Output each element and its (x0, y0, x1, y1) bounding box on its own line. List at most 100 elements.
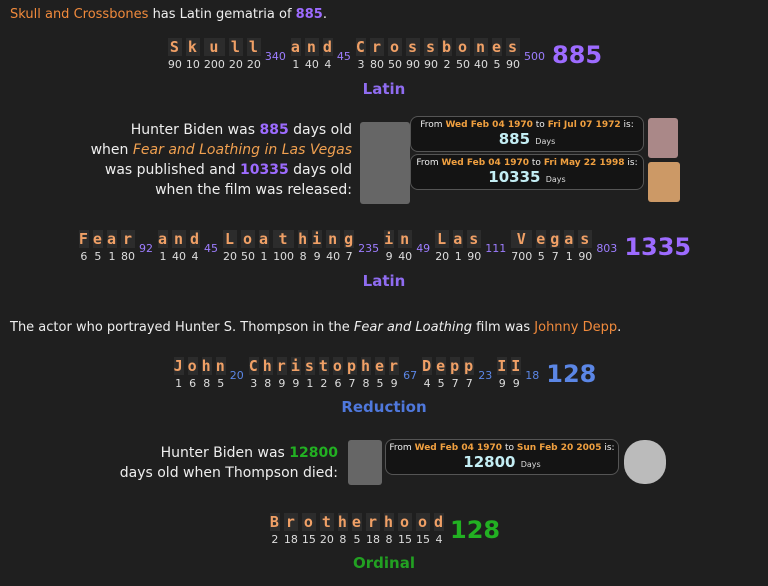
letter-char: F (78, 230, 89, 248)
letter-char: r (369, 38, 384, 56)
letter-char: i (290, 357, 301, 375)
letter-value: 1 (159, 250, 167, 263)
letter-value: 90 (506, 58, 521, 71)
letter: s 90 (422, 38, 440, 71)
letter-char: I (511, 357, 522, 375)
letter: L 20 (221, 230, 239, 263)
letter-char: C (248, 357, 259, 375)
date: Fri Jul 07 1972 (547, 120, 621, 130)
letter-char: t (318, 357, 329, 375)
letter-char: t (273, 230, 295, 248)
value: 10335 (239, 162, 289, 178)
letter-value: 40 (172, 250, 186, 263)
unit: Days (520, 460, 541, 469)
letter-value: 50 (387, 58, 402, 71)
letter-value: 3 (357, 58, 365, 71)
text: days old (293, 162, 352, 178)
letter-char: e (536, 230, 547, 248)
letter: o 50 (454, 38, 472, 71)
day-count: 10335 Days (411, 168, 643, 186)
thompson: The actor who portrayed Hunter S. Thomps… (10, 320, 621, 335)
total: 1335 (624, 232, 692, 261)
letter-char: o (387, 38, 402, 56)
letter-value: 8 (299, 250, 307, 263)
gematria-row: B 2 r 18 o 15 t 20 h 8 e 5 r 18 h 8 o 15 o 15 d 4 128 (0, 513, 768, 546)
letter-char: l (246, 38, 261, 56)
letter-char: o (455, 38, 470, 56)
letter-value: 15 (301, 533, 316, 546)
word: D 4 e 5 p 7 p 7 23 (420, 357, 495, 390)
letter-char: e (351, 513, 362, 531)
letter-value: 9 (390, 377, 398, 390)
letter-char: d (190, 230, 201, 248)
letter-char: V (511, 230, 533, 248)
text: . (322, 7, 327, 22)
text: Hunter Biden was (130, 122, 256, 138)
letter-value: 50 (241, 250, 256, 263)
letter-char: e (92, 230, 103, 248)
date-range: From Wed Feb 04 1970 to Sun Feb 20 2005 … (386, 443, 618, 453)
phrase: Skull and Crossbones (10, 7, 149, 22)
photo (348, 440, 382, 485)
letter: o 50 (386, 38, 404, 71)
word: a 1 n 40 d 4 45 (289, 38, 354, 71)
letter-value: 5 (376, 377, 384, 390)
letter-char: a (259, 230, 270, 248)
letter-value: 90 (578, 250, 593, 263)
word-sum: 20 (229, 369, 244, 382)
gematria-row: J 1 o 6 h 8 n 5 20 C 3 h 8 r 9 i 9 s 1 t 2 o 6 p 7 h 8 e 5 r 9 67 D 4 e 5 p 7… (0, 357, 768, 390)
letter-char: n (304, 38, 319, 56)
text: The actor who portrayed Hunter S. Thomps… (10, 320, 350, 335)
date: Wed Feb 04 1970 (445, 120, 533, 130)
letter-char: k (185, 38, 200, 56)
letter: l 20 (245, 38, 263, 71)
letter-value: 7 (348, 377, 356, 390)
letter-value: 20 (228, 58, 243, 71)
word-sum: 803 (596, 242, 618, 255)
letter-value: 18 (365, 533, 380, 546)
word: a 1 n 40 d 4 45 (156, 230, 221, 263)
letter: o 15 (396, 513, 414, 546)
letter-char: e (375, 357, 386, 375)
letter-char: r (365, 513, 380, 531)
letter-value: 2 (443, 58, 451, 71)
letter-value: 40 (326, 250, 341, 263)
day-count: 12800 Days (386, 453, 618, 471)
letter-char: a (290, 38, 301, 56)
letter-char: h (360, 357, 372, 375)
gematria-row: F 6 e 5 a 1 r 80 92 a 1 n 40 d 4 45 L 20 o 50 a 1 t 100 h 8 i 9 n 40 g… (0, 230, 768, 263)
letter: s 90 (465, 230, 483, 263)
intro: Skull and Crossbones has Latin gematria … (10, 7, 327, 22)
image (624, 440, 666, 484)
letter-value: 40 (398, 250, 413, 263)
letter: t 20 (318, 513, 336, 546)
letter-value: 20 (435, 250, 450, 263)
letter-value: 700 (511, 250, 533, 263)
date: Sun Feb 20 2005 (516, 443, 602, 453)
letter-char: h (383, 513, 394, 531)
letter-char: n (326, 230, 341, 248)
letter-value: 9 (278, 377, 286, 390)
letter-char: s (467, 230, 482, 248)
text: to (531, 158, 541, 168)
letter-value: 80 (120, 250, 135, 263)
text: is: (623, 120, 634, 130)
letter-value: 7 (451, 377, 459, 390)
